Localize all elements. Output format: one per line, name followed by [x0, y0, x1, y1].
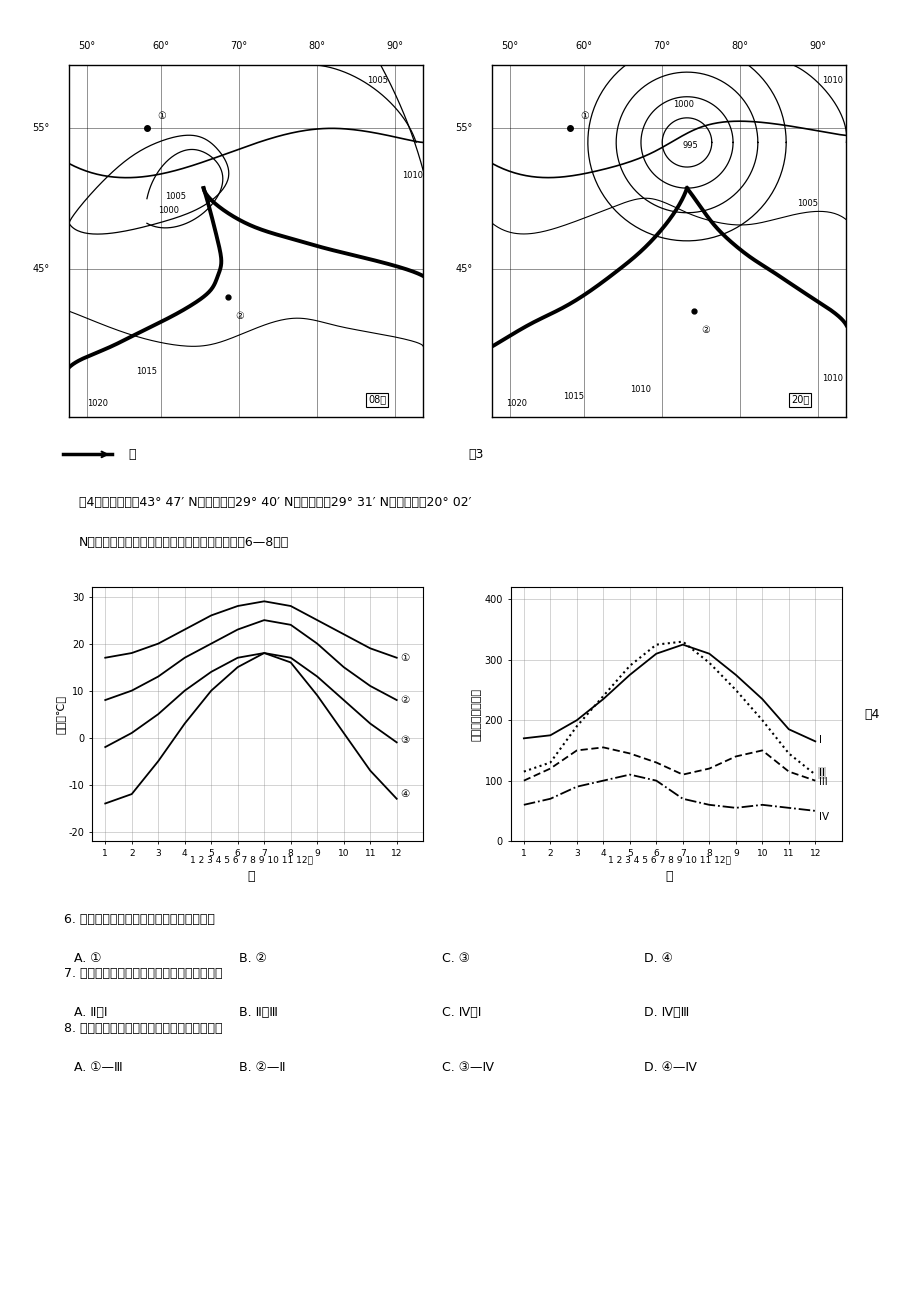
Text: 55°: 55° [32, 124, 50, 133]
Text: 1 2 3 4 5 6 7 8 9 10 11 12月: 1 2 3 4 5 6 7 8 9 10 11 12月 [189, 855, 312, 865]
Text: 1 2 3 4 5 6 7 8 9 10 11 12月: 1 2 3 4 5 6 7 8 9 10 11 12月 [607, 855, 731, 865]
Text: 50°: 50° [78, 42, 96, 51]
Text: D. ④: D. ④ [643, 952, 672, 965]
Text: 锋: 锋 [129, 448, 136, 461]
Text: 1010: 1010 [402, 171, 423, 180]
Text: 8. 四城市中气温曲线与日照曲线组合正确的是: 8. 四城市中气温曲线与日照曲线组合正确的是 [64, 1022, 222, 1035]
Text: 08时: 08时 [368, 395, 386, 405]
Text: N）四城市的气温、日照年变化曲线图。读图回策6—8题。: N）四城市的气温、日照年变化曲线图。读图回策6—8题。 [79, 535, 289, 548]
Text: ①: ① [580, 112, 589, 121]
Text: 乙: 乙 [665, 870, 673, 883]
Text: 1005: 1005 [165, 191, 186, 201]
Text: 1010: 1010 [630, 385, 651, 395]
Text: 1010: 1010 [821, 76, 842, 85]
Text: 甲: 甲 [247, 870, 255, 883]
Text: A. ①—Ⅲ: A. ①—Ⅲ [74, 1061, 122, 1074]
Text: 20时: 20时 [790, 395, 809, 405]
Text: 55°: 55° [455, 124, 472, 133]
Text: II: II [819, 768, 824, 777]
Text: B. ②: B. ② [239, 952, 267, 965]
Text: 45°: 45° [455, 264, 472, 273]
Text: 1005: 1005 [796, 199, 817, 208]
Text: 1000: 1000 [157, 206, 178, 215]
Y-axis label: 气温（℃）: 气温（℃） [56, 695, 65, 733]
Text: ②: ② [700, 326, 709, 335]
Text: 图3: 图3 [469, 448, 483, 461]
Text: 60°: 60° [153, 42, 169, 51]
Text: ②: ② [235, 311, 244, 322]
Text: 60°: 60° [575, 42, 592, 51]
Text: C. Ⅳ、Ⅰ: C. Ⅳ、Ⅰ [441, 1006, 481, 1019]
Text: ③: ③ [401, 736, 410, 745]
Text: C. ③—Ⅳ: C. ③—Ⅳ [441, 1061, 494, 1074]
Text: 1020: 1020 [505, 400, 527, 408]
Text: D. ④—Ⅳ: D. ④—Ⅳ [643, 1061, 696, 1074]
Text: III: III [819, 777, 827, 788]
Text: ④: ④ [401, 789, 410, 799]
Text: I: I [819, 734, 822, 745]
Text: ②: ② [401, 695, 410, 706]
Text: 1000: 1000 [672, 100, 693, 109]
Text: 1010: 1010 [821, 375, 842, 384]
Text: C. ③: C. ③ [441, 952, 469, 965]
Text: 7. 乙图中代表重庆、拉萨日照年变化的曲线是: 7. 乙图中代表重庆、拉萨日照年变化的曲线是 [64, 967, 222, 980]
Text: 1015: 1015 [136, 367, 157, 376]
Text: 90°: 90° [386, 42, 403, 51]
Text: 995: 995 [682, 141, 698, 150]
Text: 70°: 70° [652, 42, 670, 51]
Text: 6. 图中能反映气温受地势影响较大的曲线是: 6. 图中能反映气温受地势影响较大的曲线是 [64, 913, 215, 926]
Text: ①: ① [157, 112, 166, 121]
Text: 90°: 90° [809, 42, 825, 51]
Text: D. Ⅳ、Ⅲ: D. Ⅳ、Ⅲ [643, 1006, 688, 1019]
Text: 图4是乌鲁木齐（43° 47′ N）、拉萨（29° 40′ N）、重庆（29° 31′ N）和海口（20° 02′: 图4是乌鲁木齐（43° 47′ N）、拉萨（29° 40′ N）、重庆（29° … [79, 496, 471, 509]
Text: B. Ⅱ、Ⅲ: B. Ⅱ、Ⅲ [239, 1006, 278, 1019]
Text: 图4: 图4 [864, 708, 879, 720]
Text: 45°: 45° [32, 264, 50, 273]
Text: A. Ⅱ、Ⅰ: A. Ⅱ、Ⅰ [74, 1006, 107, 1019]
Text: IV: IV [819, 812, 829, 822]
Text: 50°: 50° [501, 42, 518, 51]
Y-axis label: 日照时数（小时）: 日照时数（小时） [471, 687, 482, 741]
Text: 1020: 1020 [86, 400, 108, 408]
Text: 1005: 1005 [367, 76, 387, 85]
Text: B. ②—Ⅱ: B. ②—Ⅱ [239, 1061, 286, 1074]
Text: ①: ① [401, 652, 410, 663]
Text: 80°: 80° [308, 42, 325, 51]
Text: 80°: 80° [731, 42, 748, 51]
Text: 70°: 70° [230, 42, 247, 51]
Text: 1015: 1015 [562, 392, 584, 401]
Text: A. ①: A. ① [74, 952, 101, 965]
